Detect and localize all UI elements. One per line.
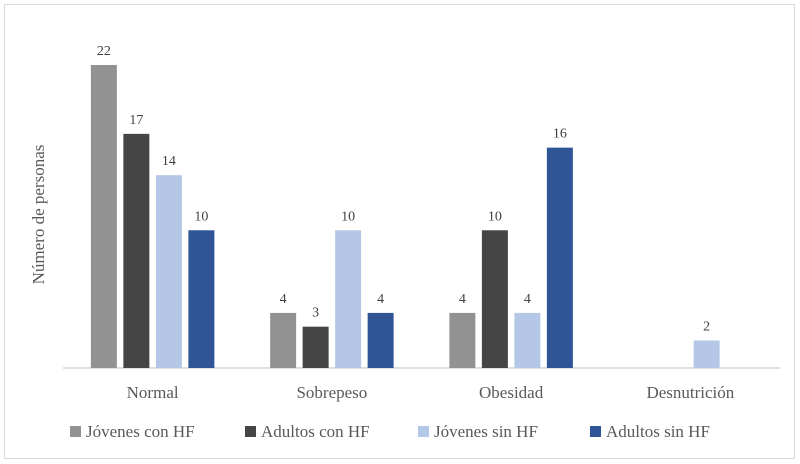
bar-jovenes-sin-hf-obesidad [514,312,541,368]
bar-adultos-sin-hf-sobrepeso [367,312,394,368]
legend-swatch-jovenes-con-hf [70,426,81,437]
data-label-jovenes-sin-hf-desnutricion: 2 [703,319,710,334]
data-label-jovenes-sin-hf-obesidad: 4 [524,292,531,307]
legend-item-jovenes-con-hf: Jóvenes con HF [70,422,195,441]
data-label-jovenes-con-hf-obesidad: 4 [459,292,466,307]
legend-item-adultos-sin-hf: Adultos sin HF [590,422,710,441]
data-label-adultos-con-hf-normal: 17 [129,113,143,128]
legend-item-jovenes-sin-hf: Jóvenes sin HF [418,422,538,441]
x-tick-label-obesidad: Obesidad [479,383,544,402]
data-label-jovenes-con-hf-normal: 22 [97,44,111,59]
data-label-adultos-sin-hf-obesidad: 16 [553,127,567,142]
bar-jovenes-con-hf-sobrepeso [270,312,297,368]
legend-label-adultos-sin-hf: Adultos sin HF [606,422,710,441]
data-label-jovenes-sin-hf-sobrepeso: 10 [341,209,355,224]
legend-swatch-jovenes-sin-hf [418,426,429,437]
bar-jovenes-sin-hf-normal [155,175,182,368]
bar-jovenes-sin-hf-sobrepeso [335,230,362,368]
data-label-adultos-con-hf-obesidad: 10 [488,209,502,224]
bar-adultos-con-hf-sobrepeso [302,326,329,368]
legend-label-adultos-con-hf: Adultos con HF [261,422,370,441]
y-axis-title: Número de personas [29,145,48,285]
legend-item-adultos-con-hf: Adultos con HF [245,422,370,441]
bar-adultos-sin-hf-normal [188,230,215,368]
bar-jovenes-sin-hf-desnutricion [693,340,720,368]
data-label-adultos-sin-hf-normal: 10 [194,209,208,224]
data-label-adultos-con-hf-sobrepeso: 3 [312,306,319,321]
bar-adultos-con-hf-obesidad [481,230,508,368]
legend-label-jovenes-sin-hf: Jóvenes sin HF [434,422,538,441]
bar-adultos-con-hf-normal [123,133,150,368]
data-label-jovenes-con-hf-sobrepeso: 4 [280,292,287,307]
bar-jovenes-con-hf-obesidad [449,312,476,368]
legend-swatch-adultos-con-hf [245,426,256,437]
data-label-adultos-sin-hf-sobrepeso: 4 [377,292,384,307]
legend-label-jovenes-con-hf: Jóvenes con HF [86,422,195,441]
bar-jovenes-con-hf-normal [90,65,117,368]
x-tick-label-normal: Normal [127,383,179,402]
x-tick-label-sobrepeso: Sobrepeso [296,383,367,402]
x-tick-label-desnutricion: Desnutrición [646,383,734,402]
bar-adultos-sin-hf-obesidad [546,147,573,368]
data-label-jovenes-sin-hf-normal: 14 [162,154,176,169]
legend-swatch-adultos-sin-hf [590,426,601,437]
